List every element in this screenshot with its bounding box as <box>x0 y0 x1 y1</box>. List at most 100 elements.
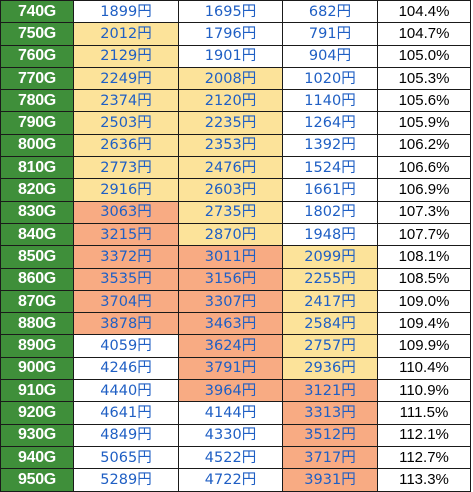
value-cell-2: 2603円 <box>178 178 283 202</box>
value-cell-2: 2735円 <box>178 200 283 224</box>
games-cell: 810G <box>0 156 74 180</box>
games-cell: 800G <box>0 133 74 158</box>
value-cell-3: 1524円 <box>282 156 378 180</box>
value-cell-2: 2870円 <box>178 222 283 247</box>
value-cell-2: 3463円 <box>178 312 283 336</box>
payout-rate-cell: 110.9% <box>377 379 471 403</box>
payout-rate-cell: 109.0% <box>377 289 471 314</box>
value-cell-1: 2916円 <box>73 178 179 202</box>
table-row: 790G 2503円 2235円 1264円 105.9% <box>0 111 471 135</box>
value-cell-1: 4246円 <box>73 356 179 381</box>
payout-rate-cell: 104.4% <box>377 0 471 24</box>
value-cell-1: 2374円 <box>73 89 179 113</box>
payout-rate-cell: 109.4% <box>377 312 471 336</box>
payout-rate-cell: 108.5% <box>377 267 471 291</box>
games-cell: 910G <box>0 379 74 403</box>
value-cell-3: 1661円 <box>282 178 378 202</box>
table-row: 880G 3878円 3463円 2584円 109.4% <box>0 312 471 336</box>
payout-rate-cell: 107.7% <box>377 222 471 247</box>
payout-rate-cell: 111.5% <box>377 401 471 425</box>
table-row: 800G 2636円 2353円 1392円 106.2% <box>0 133 471 158</box>
games-cell: 760G <box>0 44 74 68</box>
payout-rate-cell: 105.6% <box>377 89 471 113</box>
value-cell-1: 3535円 <box>73 267 179 291</box>
games-cell: 750G <box>0 22 74 46</box>
payout-rate-cell: 106.2% <box>377 133 471 158</box>
value-cell-2: 2008円 <box>178 66 283 91</box>
table-row: 930G 4849円 4330円 3512円 112.1% <box>0 423 471 447</box>
value-cell-1: 3063円 <box>73 200 179 224</box>
value-cell-3: 3931円 <box>282 468 378 492</box>
table-row: 890G 4059円 3624円 2757円 109.9% <box>0 334 471 358</box>
payout-rate-cell: 108.1% <box>377 245 471 269</box>
payout-rate-cell: 107.3% <box>377 200 471 224</box>
value-cell-2: 4522円 <box>178 445 283 470</box>
games-cell: 950G <box>0 468 74 492</box>
value-cell-3: 1140円 <box>282 89 378 113</box>
value-cell-3: 1802円 <box>282 200 378 224</box>
table-row: 900G 4246円 3791円 2936円 110.4% <box>0 356 471 381</box>
table-row: 780G 2374円 2120円 1140円 105.6% <box>0 89 471 113</box>
value-cell-3: 1948円 <box>282 222 378 247</box>
payout-rate-cell: 112.7% <box>377 445 471 470</box>
value-cell-3: 791円 <box>282 22 378 46</box>
value-cell-2: 3791円 <box>178 356 283 381</box>
table-row: 770G 2249円 2008円 1020円 105.3% <box>0 66 471 91</box>
value-cell-1: 4849円 <box>73 423 179 447</box>
table-row: 910G 4440円 3964円 3121円 110.9% <box>0 379 471 403</box>
value-cell-3: 2936円 <box>282 356 378 381</box>
table-row: 830G 3063円 2735円 1802円 107.3% <box>0 200 471 224</box>
value-cell-2: 4330円 <box>178 423 283 447</box>
payout-rate-cell: 113.3% <box>377 468 471 492</box>
value-cell-2: 3156円 <box>178 267 283 291</box>
payout-rate-cell: 106.6% <box>377 156 471 180</box>
value-cell-2: 3307円 <box>178 289 283 314</box>
value-cell-1: 3878円 <box>73 312 179 336</box>
value-cell-3: 2417円 <box>282 289 378 314</box>
value-cell-1: 2012円 <box>73 22 179 46</box>
table-row: 760G 2129円 1901円 904円 105.0% <box>0 44 471 68</box>
payout-rate-cell: 105.0% <box>377 44 471 68</box>
payout-rate-cell: 105.3% <box>377 66 471 91</box>
value-cell-3: 2584円 <box>282 312 378 336</box>
value-cell-2: 4722円 <box>178 468 283 492</box>
value-cell-2: 4144円 <box>178 401 283 425</box>
value-cell-2: 3964円 <box>178 379 283 403</box>
table-row: 820G 2916円 2603円 1661円 106.9% <box>0 178 471 202</box>
games-cell: 870G <box>0 289 74 314</box>
games-cell: 900G <box>0 356 74 381</box>
value-cell-1: 4440円 <box>73 379 179 403</box>
table-row: 740G 1899円 1695円 682円 104.4% <box>0 0 471 24</box>
table-row: 920G 4641円 4144円 3313円 111.5% <box>0 401 471 425</box>
value-cell-3: 3717円 <box>282 445 378 470</box>
games-cell: 880G <box>0 312 74 336</box>
value-cell-1: 4059円 <box>73 334 179 358</box>
value-cell-1: 2773円 <box>73 156 179 180</box>
table-row: 870G 3704円 3307円 2417円 109.0% <box>0 289 471 314</box>
payout-rate-cell: 106.9% <box>377 178 471 202</box>
payout-rate-cell: 110.4% <box>377 356 471 381</box>
games-cell: 780G <box>0 89 74 113</box>
value-cell-3: 2099円 <box>282 245 378 269</box>
games-cell: 740G <box>0 0 74 24</box>
value-cell-3: 904円 <box>282 44 378 68</box>
value-cell-1: 2129円 <box>73 44 179 68</box>
value-cell-1: 5065円 <box>73 445 179 470</box>
table-row: 950G 5289円 4722円 3931円 113.3% <box>0 468 471 492</box>
games-cell: 840G <box>0 222 74 247</box>
value-cell-3: 3313円 <box>282 401 378 425</box>
value-cell-2: 2235円 <box>178 111 283 135</box>
value-cell-2: 1796円 <box>178 22 283 46</box>
payout-rate-cell: 104.7% <box>377 22 471 46</box>
table-row: 750G 2012円 1796円 791円 104.7% <box>0 22 471 46</box>
value-cell-3: 2757円 <box>282 334 378 358</box>
value-cell-1: 2503円 <box>73 111 179 135</box>
value-cell-1: 1899円 <box>73 0 179 24</box>
games-cell: 930G <box>0 423 74 447</box>
value-cell-1: 4641円 <box>73 401 179 425</box>
table-row: 840G 3215円 2870円 1948円 107.7% <box>0 222 471 247</box>
value-cell-1: 3704円 <box>73 289 179 314</box>
value-cell-2: 1901円 <box>178 44 283 68</box>
games-cell: 890G <box>0 334 74 358</box>
